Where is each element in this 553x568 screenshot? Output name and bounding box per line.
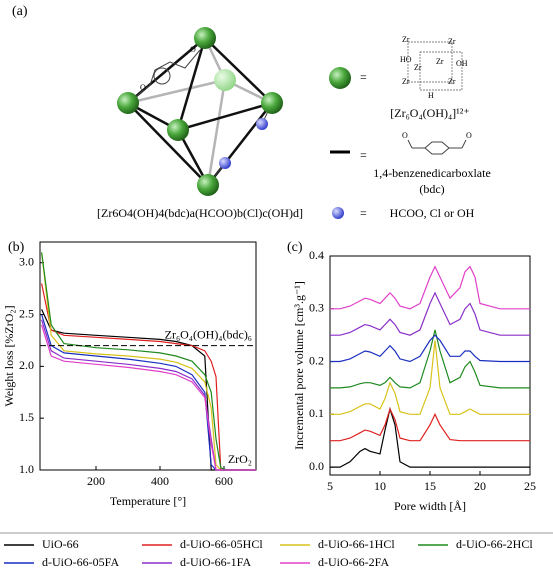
x-axis-label: Pore width [Å] xyxy=(394,499,466,513)
modulators: HCOO, Cl or OH xyxy=(390,206,475,220)
legend-label: d-UiO-66-05HCl xyxy=(180,537,263,551)
series-line xyxy=(42,252,256,470)
series-line xyxy=(42,320,256,470)
atom-label: Zr xyxy=(414,63,422,72)
x-tick-label: 5 xyxy=(327,479,333,493)
atom-label: Zr xyxy=(402,35,410,44)
y-axis-label: Weight loss [%ZrO₂] xyxy=(2,305,16,406)
y-tick-label: 1.0 xyxy=(19,462,34,476)
annotation: ZrO₂ xyxy=(228,452,252,466)
x-tick-label: 25 xyxy=(524,479,536,493)
y-tick-label: 2.5 xyxy=(19,306,34,320)
octahedron: O O xyxy=(117,27,283,196)
x-axis-label: Temperature [°] xyxy=(110,494,186,508)
plot-frame xyxy=(40,242,256,470)
atom-label: Zr xyxy=(436,57,444,66)
equals: = xyxy=(360,148,367,162)
y-tick-label: 3.0 xyxy=(19,254,34,268)
y-tick-label: 0.4 xyxy=(309,248,324,262)
formula: [Zr6O4(OH)4(bdc)a(HCOO)b(Cl)c(OH)d] xyxy=(97,206,303,220)
atom-label: OH xyxy=(456,59,468,68)
y-tick-label: 0.3 xyxy=(309,301,324,315)
series-line xyxy=(42,252,256,470)
x-tick-label: 20 xyxy=(474,479,486,493)
panel-label: (a) xyxy=(12,4,28,19)
atom-label: O xyxy=(402,131,408,140)
x-tick-label: 15 xyxy=(424,479,436,493)
linker-name: 1,4-benzenedicarboxlate xyxy=(373,166,491,180)
cluster-icon xyxy=(329,67,351,89)
legend: UiO-66 d-UiO-66-05HCl d-UiO-66-1HCl d-UiO-6… xyxy=(0,533,553,568)
legend-label: d-UiO-66-2FA xyxy=(318,555,389,568)
atom-label: Zr xyxy=(448,37,456,46)
linker-abbrev: (bdc) xyxy=(419,182,444,196)
y-tick-label: 0.2 xyxy=(309,353,324,367)
atom-label: HO xyxy=(400,55,412,64)
legend-label: d-UiO-66-1FA xyxy=(180,555,251,568)
series-line xyxy=(42,325,256,470)
atom-label: H xyxy=(428,91,434,100)
legend-label: d-UiO-66-1HCl xyxy=(318,537,395,551)
panel-label: (b) xyxy=(8,240,25,255)
modulator-icon xyxy=(332,207,344,219)
atom-label: Zr xyxy=(402,77,410,86)
series-line xyxy=(42,284,256,471)
atom-label: O xyxy=(466,131,472,140)
atom-label: Zr xyxy=(448,77,456,86)
atom-label: O xyxy=(140,83,146,92)
equals: = xyxy=(360,206,367,220)
series-line xyxy=(330,330,530,388)
panel-label: (c) xyxy=(287,240,303,255)
legend-label: d-UiO-66-05FA xyxy=(42,555,119,568)
x-tick-label: 600 xyxy=(215,474,233,488)
bdc-sketch xyxy=(408,140,466,154)
equals: = xyxy=(360,70,367,84)
x-tick-label: 400 xyxy=(151,474,169,488)
atom-label: O xyxy=(190,45,196,54)
plot-frame xyxy=(330,256,530,475)
legend-label: UiO-66 xyxy=(42,537,79,551)
cluster-sketch: Zr Zr Zr Zr Zr Zr HO OH H xyxy=(400,35,468,100)
y-tick-label: 1.5 xyxy=(19,410,34,424)
y-tick-label: 0.1 xyxy=(309,406,324,420)
figure: (a) O O = Zr Zr Zr Zr xyxy=(0,0,553,568)
reference-label: Zr₆O₄(OH)₄(bdc)₆ xyxy=(165,327,252,341)
series-line xyxy=(330,293,530,335)
y-tick-label: 2.0 xyxy=(19,358,34,372)
y-tick-label: 0.0 xyxy=(309,459,324,473)
x-tick-label: 200 xyxy=(87,474,105,488)
series-line xyxy=(330,335,530,361)
y-axis-label: Incremental pore volume [cm³.g⁻¹] xyxy=(292,281,306,450)
legend-label: d-UiO-66-2HCl xyxy=(456,537,533,551)
series-line xyxy=(330,409,530,467)
x-tick-label: 10 xyxy=(374,479,386,493)
cluster-formula: [Zr₆O₄(OH)₄]¹²⁺ xyxy=(390,106,469,120)
